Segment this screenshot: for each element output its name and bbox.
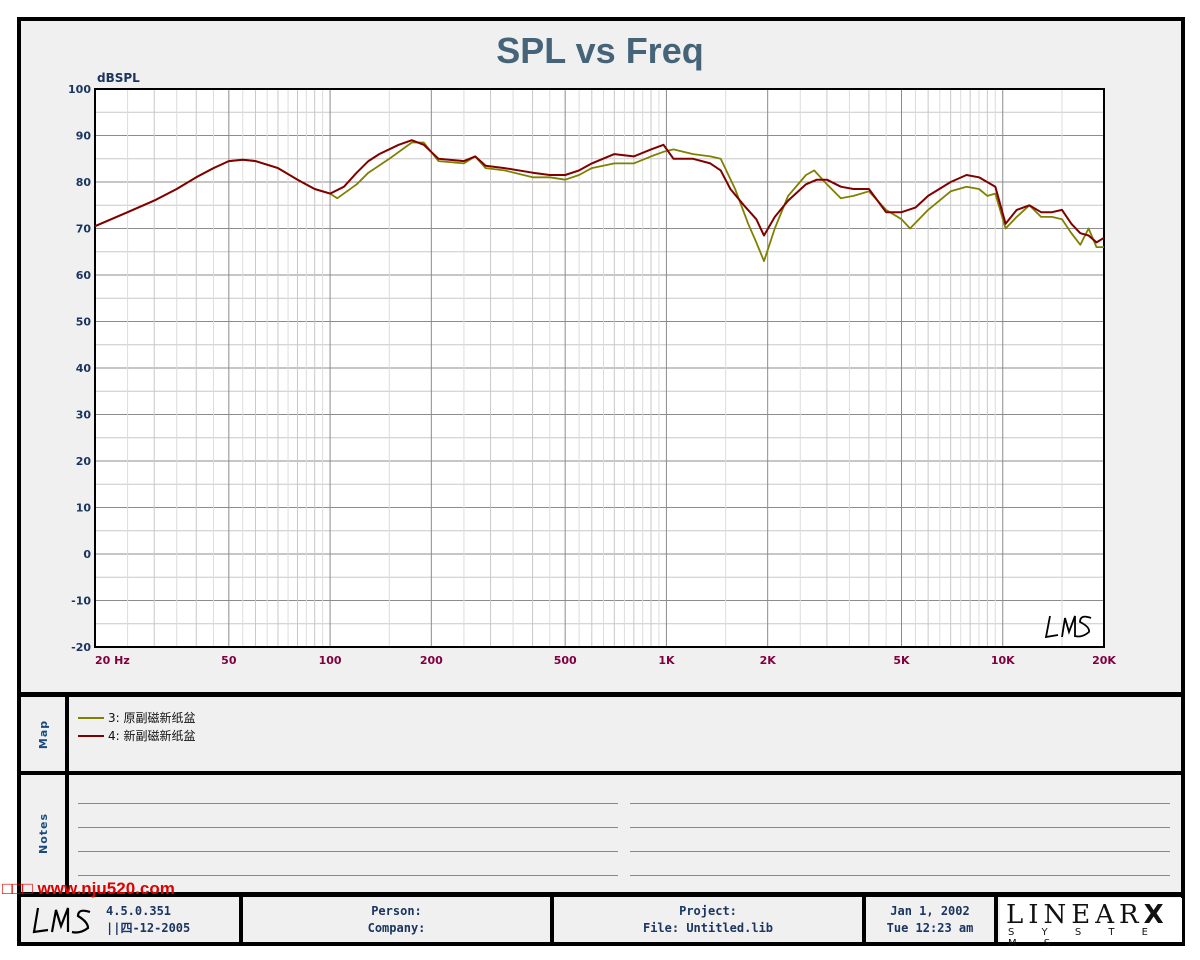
y-tick-label: 100 — [68, 83, 91, 96]
y-tick-label: -20 — [71, 641, 91, 654]
notes-line[interactable] — [630, 827, 1170, 828]
notes-line[interactable] — [630, 803, 1170, 804]
x-tick-label: 20K — [1092, 654, 1116, 667]
chart-title: SPL vs Freq — [496, 30, 704, 71]
version-info: 4.5.0.351 ||四-12-2005 — [106, 904, 191, 935]
notes-line[interactable] — [78, 803, 618, 804]
notes-line[interactable] — [78, 827, 618, 828]
notes-line[interactable] — [78, 875, 618, 876]
x-tick-label: 10K — [991, 654, 1015, 667]
divider — [17, 892, 1185, 897]
x-tick-label: 100 — [319, 654, 342, 667]
legend-item[interactable]: 3: 原副磁新纸盆 — [78, 709, 196, 726]
person-company: Person: Company: — [367, 904, 426, 935]
linearx-logo: LINEARX S Y S T E M S — [1000, 898, 1182, 949]
legend-swatch-icon — [78, 716, 104, 719]
notes-line[interactable] — [630, 875, 1170, 876]
legend-item[interactable]: 4: 新副磁新纸盆 — [78, 727, 196, 744]
notes-panel-label: Notes — [37, 812, 50, 855]
y-tick-label: -10 — [71, 595, 91, 608]
y-tick-label: 20 — [76, 455, 92, 468]
y-tick-label: 50 — [76, 316, 92, 329]
legend-swatch-icon — [78, 734, 104, 737]
x-tick-label: 2K — [760, 654, 777, 667]
series-line-4 — [94, 139, 1105, 244]
y-tick-label: 10 — [76, 502, 92, 515]
divider — [17, 771, 1185, 775]
x-tick-label: 5K — [893, 654, 910, 667]
divider — [862, 895, 866, 943]
divider — [550, 895, 554, 943]
plot-border — [94, 88, 1105, 648]
divider — [17, 692, 1185, 697]
lms-logo-plot — [1044, 615, 1092, 639]
x-tick-label: 50 — [221, 654, 237, 667]
x-tick-label: 500 — [554, 654, 577, 667]
x-tick-label: 1K — [658, 654, 675, 667]
project-file: Project: File: Untitled.lib — [642, 904, 774, 935]
y-tick-label: 0 — [83, 548, 91, 561]
y-tick-label: 60 — [76, 269, 92, 282]
watermark: □□□ www.nju520.com — [2, 879, 175, 898]
y-tick-label: 80 — [76, 176, 92, 189]
lms-logo — [32, 907, 91, 934]
y-axis-label: dBSPL — [97, 71, 140, 85]
y-tick-label: 30 — [76, 409, 92, 422]
divider — [239, 895, 243, 943]
y-tick-label: 70 — [76, 223, 92, 236]
notes-line[interactable] — [78, 851, 618, 852]
map-panel-label: Map — [37, 719, 50, 749]
divider — [994, 895, 998, 943]
notes-line[interactable] — [630, 851, 1170, 852]
divider — [65, 695, 69, 893]
y-tick-label: 90 — [76, 130, 92, 143]
x-tick-label: 20 Hz — [95, 654, 130, 667]
y-tick-label: 40 — [76, 362, 92, 375]
x-tick-label: 200 — [420, 654, 443, 667]
date-time: Jan 1, 2002 Tue 12:23 am — [886, 904, 974, 935]
